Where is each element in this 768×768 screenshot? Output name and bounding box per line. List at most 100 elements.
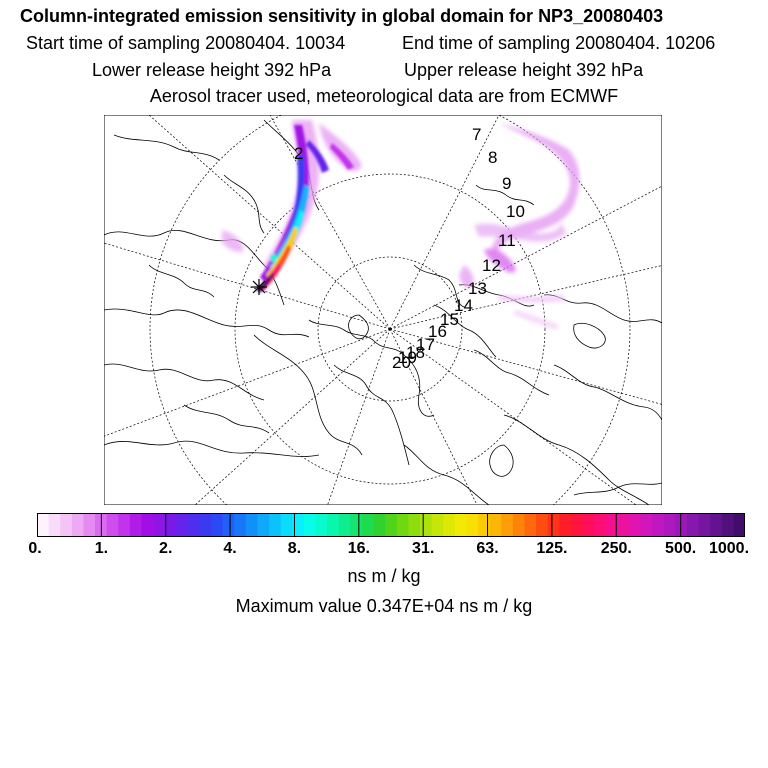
colorbar-cell bbox=[327, 513, 340, 537]
colorbar-cell bbox=[361, 513, 375, 537]
day-label: 17 bbox=[416, 335, 435, 354]
colorbar-cell bbox=[443, 513, 456, 537]
colorbar-cell bbox=[373, 513, 386, 537]
colorbar-cell bbox=[211, 513, 224, 537]
colorbar-cell bbox=[675, 513, 688, 537]
colorbar-cell bbox=[512, 513, 526, 537]
colorbar-cell bbox=[570, 513, 584, 537]
colorbar-frame bbox=[37, 513, 745, 537]
day-label: 2 bbox=[294, 144, 303, 163]
colorbar-tick-label: 2. bbox=[159, 540, 173, 557]
day-label: 11 bbox=[498, 231, 516, 250]
colorbar-cell bbox=[164, 513, 177, 537]
colorbar-cell bbox=[559, 513, 572, 537]
colorbar-cell bbox=[153, 513, 166, 537]
colorbar-cell bbox=[48, 513, 61, 537]
colorbar-tick-label: 8. bbox=[287, 540, 302, 557]
colorbar-cell bbox=[60, 513, 73, 537]
day-label: 19 bbox=[398, 348, 417, 367]
day-label: 14 bbox=[454, 296, 473, 315]
colorbar-tick-label: 1000. bbox=[708, 540, 750, 557]
day-label: 13 bbox=[468, 279, 487, 298]
colorbar-cells bbox=[37, 513, 745, 537]
colorbar-cell bbox=[408, 513, 421, 537]
colorbar-cell bbox=[141, 513, 154, 537]
colorbar-cell bbox=[478, 513, 491, 537]
colorbar-cell bbox=[199, 513, 212, 537]
colorbar-ticks bbox=[100, 513, 682, 537]
colorbar-cell bbox=[605, 513, 618, 537]
end-time-label: End time of sampling 20080404. 10206 bbox=[402, 33, 716, 53]
colorbar-tick-label: 63. bbox=[476, 540, 499, 557]
colorbar-cell bbox=[582, 513, 595, 537]
start-time-label: Start time of sampling 20080404. 10034 bbox=[26, 33, 346, 53]
colorbar-cell bbox=[489, 513, 502, 537]
day-label: 16 bbox=[428, 322, 447, 341]
colorbar-cell bbox=[129, 513, 143, 537]
colorbar-cell bbox=[466, 513, 479, 537]
colorbar bbox=[37, 513, 745, 537]
colorbar-cell bbox=[269, 513, 282, 537]
colorbar-cell bbox=[686, 513, 700, 537]
colorbar-cell bbox=[315, 513, 328, 537]
colorbar-cell bbox=[454, 513, 468, 537]
colorbar-cell bbox=[338, 513, 351, 537]
colorbar-cell bbox=[222, 513, 235, 537]
colorbar-cell bbox=[547, 513, 560, 537]
sensitivity-plume bbox=[222, 120, 580, 330]
colorbar-cell bbox=[524, 513, 537, 537]
colorbar-cell bbox=[280, 513, 293, 537]
colorbar-cell bbox=[396, 513, 410, 537]
colorbar-cell bbox=[617, 513, 630, 537]
day-label: 10 bbox=[506, 202, 525, 221]
colorbar-cell bbox=[721, 513, 734, 537]
colorbar-cell bbox=[350, 513, 363, 537]
colorbar-tick-label: 16. bbox=[347, 540, 370, 557]
colorbar-cell bbox=[71, 513, 85, 537]
colorbar-cell bbox=[594, 513, 607, 537]
upper-height-label: Upper release height 392 hPa bbox=[404, 60, 644, 80]
latitude-circles bbox=[149, 115, 631, 505]
colorbar-cell bbox=[628, 513, 642, 537]
day-label: 7 bbox=[472, 125, 481, 144]
colorbar-cell bbox=[501, 513, 514, 537]
lower-height-label: Lower release height 392 hPa bbox=[92, 60, 332, 80]
colorbar-cell bbox=[652, 513, 665, 537]
colorbar-cell bbox=[234, 513, 247, 537]
colorbar-cell bbox=[640, 513, 653, 537]
colorbar-cell bbox=[385, 513, 398, 537]
colorbar-cell bbox=[257, 513, 270, 537]
colorbar-tick-label: 0. bbox=[28, 540, 42, 557]
colorbar-cell bbox=[187, 513, 201, 537]
colorbar-tick-label: 250. bbox=[600, 540, 632, 557]
colorbar-tick-label: 125. bbox=[536, 540, 568, 557]
colorbar-cell bbox=[106, 513, 119, 537]
map-frame bbox=[104, 115, 662, 505]
colorbar-cell bbox=[83, 513, 96, 537]
colorbar-tick-label: 500. bbox=[665, 540, 697, 557]
colorbar-cell bbox=[733, 513, 745, 537]
colorbar-cell bbox=[536, 513, 549, 537]
colorbar-cell bbox=[245, 513, 259, 537]
day-labels: 2 7 8 9 10 11 12 13 14 15 16 17 18 19 20 bbox=[294, 125, 525, 372]
colorbar-cell bbox=[118, 513, 131, 537]
colorbar-tick-label: 31. bbox=[412, 540, 435, 557]
colorbar-cell bbox=[176, 513, 189, 537]
day-label: 18 bbox=[406, 343, 425, 362]
colorbar-tick-label: 4. bbox=[223, 540, 237, 557]
day-label: 9 bbox=[502, 174, 511, 193]
day-label: 12 bbox=[482, 256, 501, 275]
colorbar-units: ns m / kg bbox=[347, 566, 421, 586]
max-value-text: Maximum value 0.347E+04 ns m / kg bbox=[235, 596, 533, 616]
colorbar-cell bbox=[431, 513, 444, 537]
polar-map: 2 7 8 9 10 11 12 13 14 15 16 17 18 19 20 bbox=[104, 115, 662, 505]
colorbar-cell bbox=[37, 513, 50, 537]
colorbar-cell bbox=[698, 513, 711, 537]
colorbar-cell bbox=[292, 513, 305, 537]
colorbar-cell bbox=[710, 513, 723, 537]
tracer-info: Aerosol tracer used, meteorological data… bbox=[149, 86, 619, 106]
colorbar-cell bbox=[303, 513, 317, 537]
plot-title: Column-integrated emission sensitivity i… bbox=[20, 6, 664, 26]
colorbar-cell bbox=[420, 513, 433, 537]
day-label: 15 bbox=[440, 310, 459, 329]
